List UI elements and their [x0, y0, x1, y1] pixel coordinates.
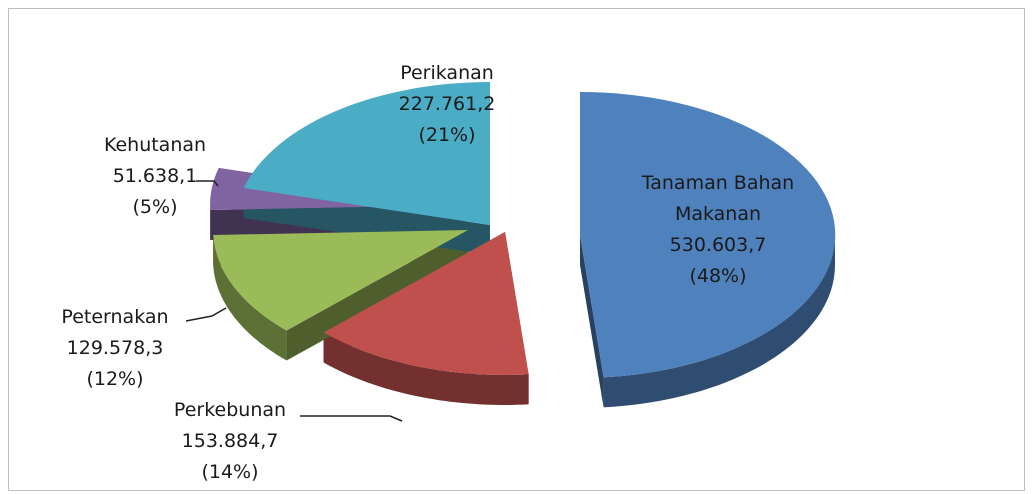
slice-label: Perikanan 227.761,2 (21%): [399, 58, 496, 151]
slice-label: Kehutanan 51.638,1 (5%): [104, 130, 206, 223]
percent-label: (5%): [132, 196, 178, 218]
category-label: Perikanan: [400, 62, 494, 84]
leader-line: [300, 415, 403, 422]
value-label: 227.761,2: [398, 93, 496, 115]
slice-label: Peternakan 129.578,3 (12%): [61, 302, 168, 395]
percent-label: (48%): [689, 265, 747, 287]
slice: [243, 82, 490, 225]
slice-label: Tanaman Bahan Makanan 530.603,7 (48%): [623, 168, 813, 292]
percent-label: (14%): [201, 461, 259, 483]
value-label: 51.638,1: [112, 165, 198, 187]
percent-label: (21%): [418, 124, 476, 146]
leader-line: [196, 180, 219, 187]
category-label: Perkebunan: [173, 399, 287, 421]
slice-side: [603, 235, 835, 408]
chart-frame: [8, 8, 1025, 491]
slice: [580, 91, 836, 378]
pie: [210, 82, 836, 408]
slice-side: [213, 235, 287, 361]
leader-line: [185, 307, 227, 322]
slice: [323, 232, 529, 376]
slice-side: [323, 332, 529, 405]
percent-label: (12%): [86, 368, 144, 390]
value-label: 530.603,7: [669, 234, 767, 256]
slice-side: [580, 235, 604, 408]
slice-label: Perkebunan 153.884,7 (14%): [174, 395, 286, 488]
value-label: 129.578,3: [66, 337, 164, 359]
category-label: Peternakan: [61, 306, 169, 328]
category-label: Kehutanan: [103, 134, 207, 156]
category-label: Tanaman Bahan Makanan: [641, 172, 795, 225]
slice: [213, 230, 468, 331]
value-label: 153.884,7: [181, 430, 279, 452]
